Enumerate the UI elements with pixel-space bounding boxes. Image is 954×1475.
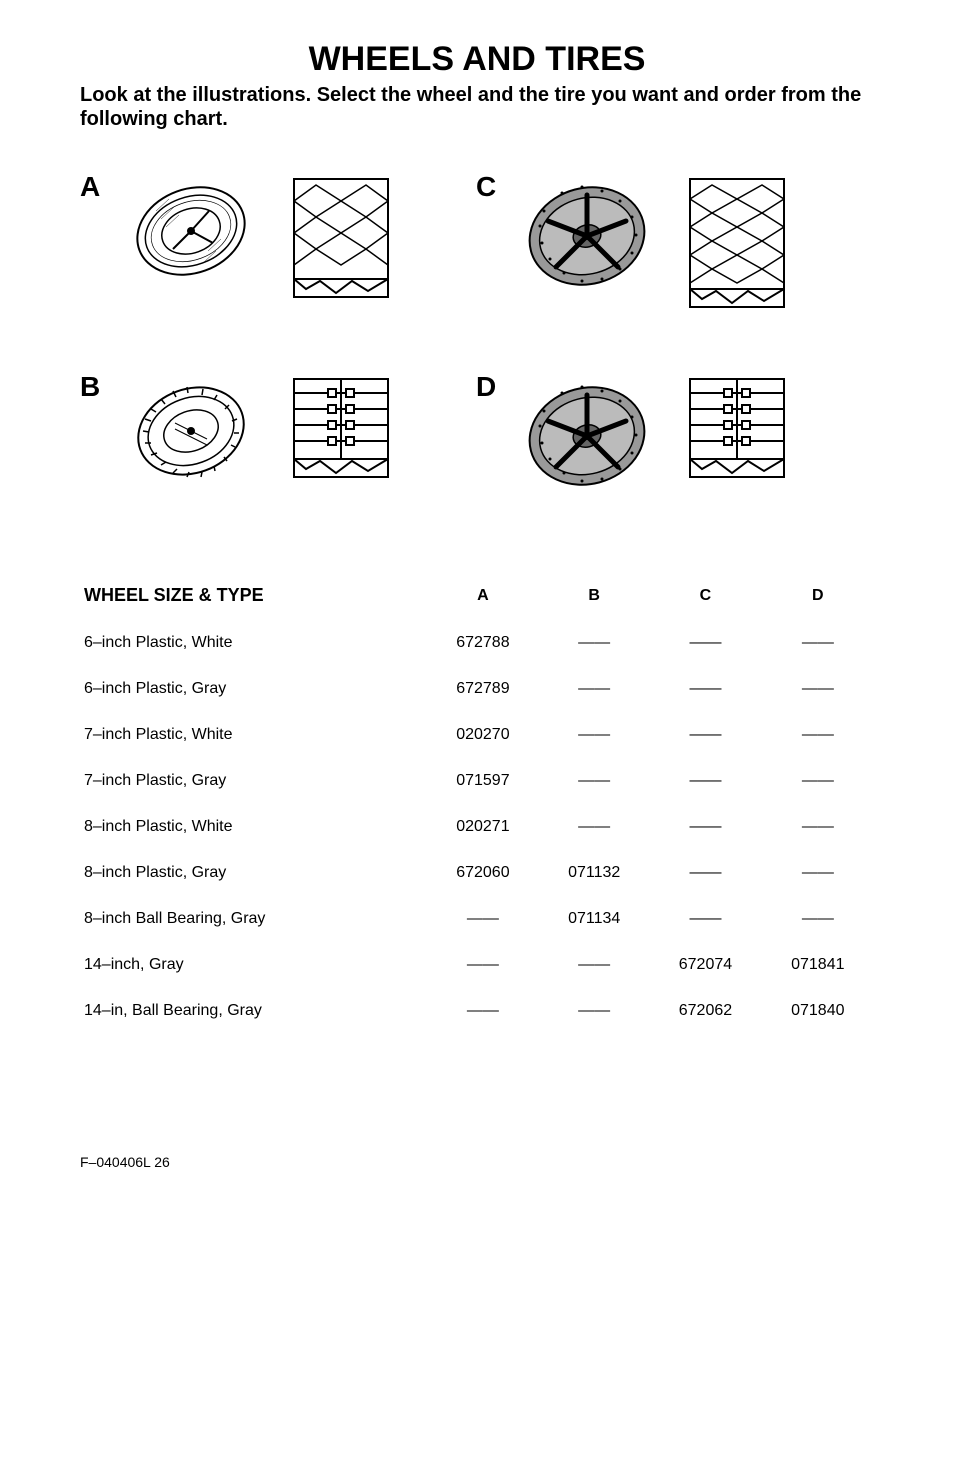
table-cell: —— — [762, 758, 874, 804]
wheel-d-icon — [512, 371, 662, 501]
table-row: 7–inch Plastic, Gray071597—————— — [80, 758, 874, 804]
table-cell: —— — [427, 988, 539, 1034]
table-cell: 672062 — [649, 988, 761, 1034]
table-cell: —— — [649, 804, 761, 850]
table-cell: 071132 — [539, 850, 649, 896]
table-cell: —— — [539, 942, 649, 988]
table-cell: 6–inch Plastic, White — [80, 620, 427, 666]
col-header: D — [762, 571, 874, 620]
table-cell: —— — [539, 804, 649, 850]
table-cell: 071841 — [762, 942, 874, 988]
col-header: A — [427, 571, 539, 620]
table-cell: —— — [762, 712, 874, 758]
table-cell: 6–inch Plastic, Gray — [80, 666, 427, 712]
table-row: 8–inch Plastic, White020271—————— — [80, 804, 874, 850]
label-b: B — [80, 371, 116, 403]
table-cell: 672788 — [427, 620, 539, 666]
table-row: 8–inch Plastic, Gray672060071132———— — [80, 850, 874, 896]
tread-c-icon — [662, 171, 812, 311]
table-cell: —— — [762, 666, 874, 712]
table-cell: —— — [539, 988, 649, 1034]
tread-d-icon — [662, 371, 812, 481]
label-d: D — [476, 371, 512, 403]
page-footer: F–040406L 26 — [80, 1154, 874, 1170]
table-cell: 14–inch, Gray — [80, 942, 427, 988]
table-row: 8–inch Ball Bearing, Gray——071134———— — [80, 896, 874, 942]
table-cell: —— — [649, 666, 761, 712]
table-cell: —— — [649, 758, 761, 804]
footer-page: 26 — [154, 1154, 170, 1170]
table-cell: —— — [762, 896, 874, 942]
table-row: 6–inch Plastic, White672788—————— — [80, 620, 874, 666]
table-cell: —— — [762, 804, 874, 850]
table-cell: 071840 — [762, 988, 874, 1034]
table-cell: 020271 — [427, 804, 539, 850]
col-header: WHEEL SIZE & TYPE — [80, 571, 427, 620]
table-cell: 071597 — [427, 758, 539, 804]
tread-b-icon — [266, 371, 416, 481]
footer-left: F–040406L — [80, 1154, 150, 1170]
table-cell: 672060 — [427, 850, 539, 896]
table-cell: 071134 — [539, 896, 649, 942]
table-cell: 8–inch Plastic, White — [80, 804, 427, 850]
table-row: 14–inch, Gray————672074071841 — [80, 942, 874, 988]
label-a: A — [80, 171, 116, 203]
table-cell: —— — [539, 712, 649, 758]
table-cell: —— — [649, 712, 761, 758]
table-row: 7–inch Plastic, White020270—————— — [80, 712, 874, 758]
wheel-c-icon — [512, 171, 662, 301]
page-subtitle: Look at the illustrations. Select the wh… — [80, 83, 874, 131]
page-title: WHEELS AND TIRES — [80, 40, 874, 79]
table-cell: —— — [649, 620, 761, 666]
table-cell: —— — [539, 666, 649, 712]
table-cell: —— — [762, 620, 874, 666]
table-cell: —— — [762, 850, 874, 896]
wheel-b-icon — [116, 371, 266, 491]
wheel-table: WHEEL SIZE & TYPE A B C D 6–inch Plastic… — [80, 571, 874, 1034]
table-header-row: WHEEL SIZE & TYPE A B C D — [80, 571, 874, 620]
table-cell: —— — [427, 942, 539, 988]
wheel-a-icon — [116, 171, 266, 291]
col-header: C — [649, 571, 761, 620]
illustration-grid: A — [80, 171, 874, 501]
table-cell: 672789 — [427, 666, 539, 712]
table-cell: 8–inch Ball Bearing, Gray — [80, 896, 427, 942]
table-cell: —— — [649, 850, 761, 896]
table-cell: —— — [649, 896, 761, 942]
table-cell: —— — [539, 620, 649, 666]
table-row: 6–inch Plastic, Gray672789—————— — [80, 666, 874, 712]
tread-a-icon — [266, 171, 416, 301]
label-c: C — [476, 171, 512, 203]
col-header: B — [539, 571, 649, 620]
table-cell: 7–inch Plastic, White — [80, 712, 427, 758]
table-cell: —— — [539, 758, 649, 804]
table-cell: 672074 — [649, 942, 761, 988]
table-row: 14–in, Ball Bearing, Gray————67206207184… — [80, 988, 874, 1034]
table-cell: —— — [427, 896, 539, 942]
table-cell: 14–in, Ball Bearing, Gray — [80, 988, 427, 1034]
table-cell: 8–inch Plastic, Gray — [80, 850, 427, 896]
table-cell: 020270 — [427, 712, 539, 758]
table-cell: 7–inch Plastic, Gray — [80, 758, 427, 804]
